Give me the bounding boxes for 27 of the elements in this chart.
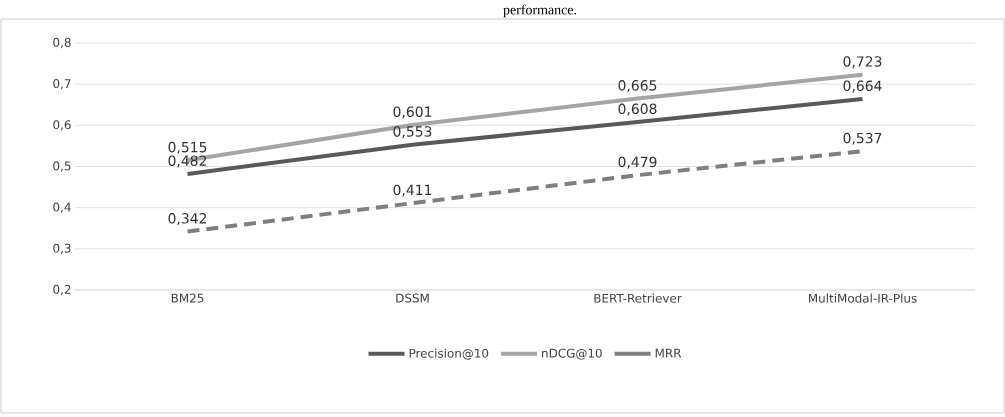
data-label: 0,479 xyxy=(618,156,657,169)
x-tick-label: BERT-Retriever xyxy=(594,293,682,303)
legend-label: Precision@10 xyxy=(409,348,489,360)
y-tick-label: 0,5 xyxy=(53,161,71,172)
data-label: 0,608 xyxy=(618,103,657,116)
data-label: 0,665 xyxy=(618,80,657,93)
data-label: 0,515 xyxy=(168,141,207,154)
legend-label: MRR xyxy=(655,348,682,358)
data-label: 0,342 xyxy=(168,213,207,226)
y-tick-label: 0,7 xyxy=(53,79,71,90)
data-label: 0,482 xyxy=(168,155,207,168)
y-tick-label: 0,4 xyxy=(53,202,71,213)
y-tick-label: 0,3 xyxy=(53,243,71,254)
data-label: 0,553 xyxy=(393,126,432,139)
y-tick-label: 0,8 xyxy=(53,37,71,49)
data-label: 0,411 xyxy=(393,184,432,197)
data-label: 0,537 xyxy=(843,132,882,145)
x-tick-label: MultiModal-IR-Plus xyxy=(808,293,917,303)
x-tick-label: DSSM xyxy=(396,293,429,303)
legend-label: nDCG@10 xyxy=(542,348,602,360)
y-tick-label: 0,2 xyxy=(53,284,71,296)
x-tick-label: BM25 xyxy=(171,293,204,303)
data-label: 0,601 xyxy=(393,106,432,119)
data-label: 0,723 xyxy=(843,56,882,69)
data-label: 0,664 xyxy=(843,80,882,93)
y-tick-label: 0,6 xyxy=(53,120,71,131)
chart-title: performance. xyxy=(503,4,577,18)
